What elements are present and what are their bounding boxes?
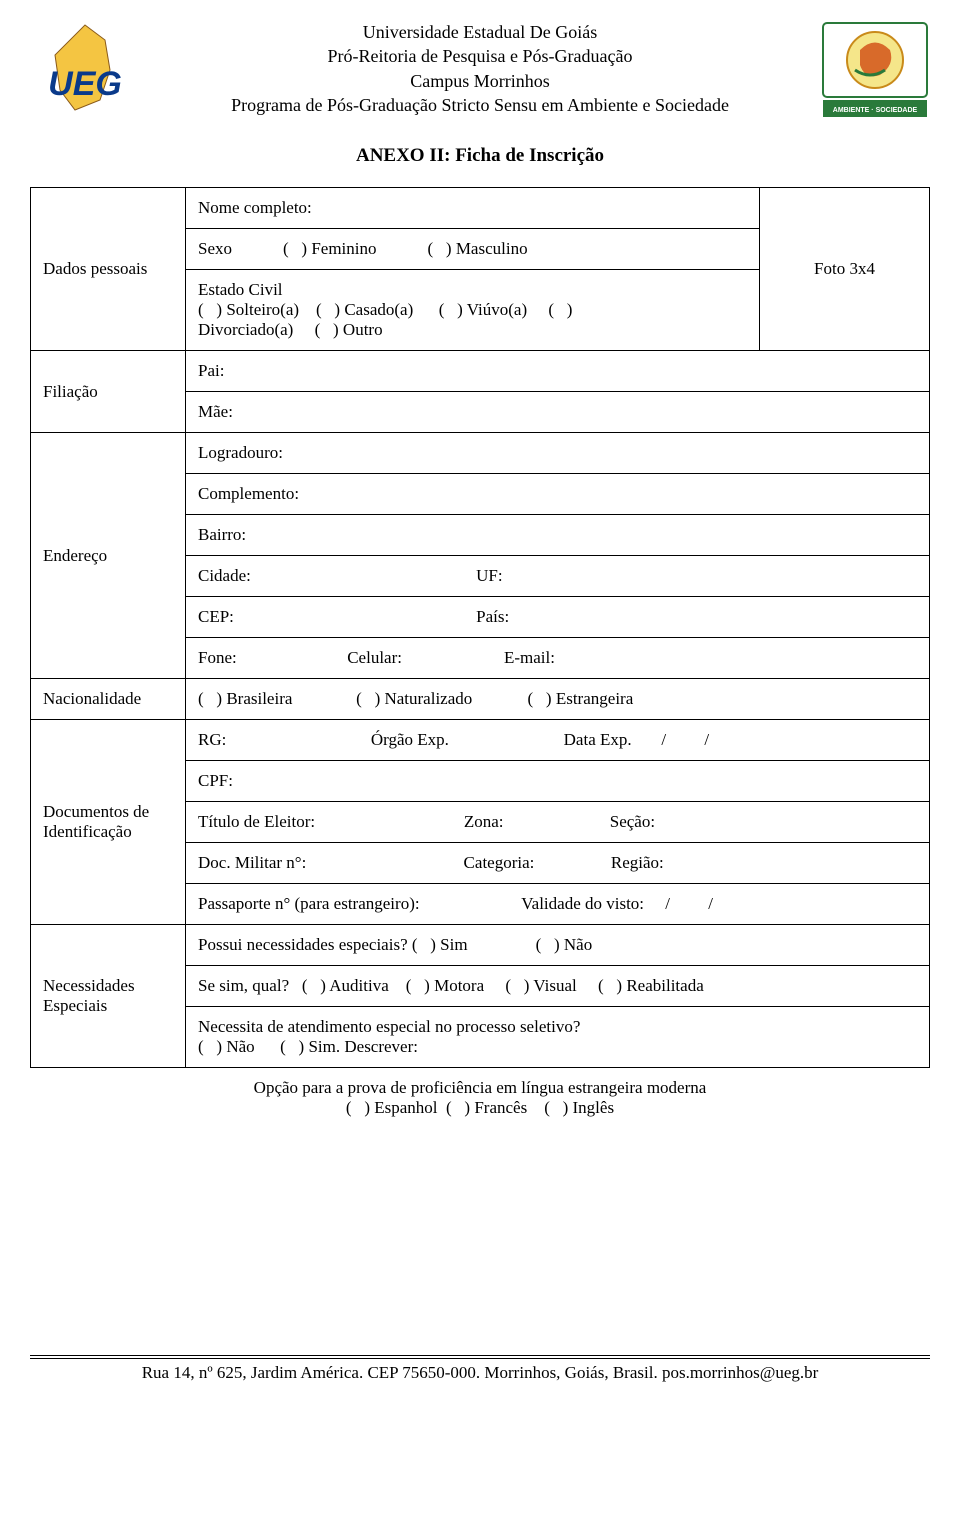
field-complemento[interactable]: Complemento:: [186, 474, 930, 515]
field-passaporte[interactable]: Passaporte n° (para estrangeiro): Valida…: [186, 884, 930, 925]
field-rg[interactable]: RG: Órgão Exp. Data Exp. / /: [186, 720, 930, 761]
field-cidade-uf[interactable]: Cidade: UF:: [186, 556, 930, 597]
field-nome-completo[interactable]: Nome completo:: [186, 188, 760, 229]
field-pai[interactable]: Pai:: [186, 351, 930, 392]
header-line4: Programa de Pós-Graduação Stricto Sensu …: [150, 93, 810, 117]
page-footer: Rua 14, nº 625, Jardim América. CEP 7565…: [30, 1358, 930, 1383]
logo-ambiente-sociedade: AMBIENTE · SOCIEDADE: [820, 20, 930, 120]
label-dados-pessoais: Dados pessoais: [31, 188, 186, 351]
field-doc-militar[interactable]: Doc. Militar n°: Categoria: Região:: [186, 843, 930, 884]
field-possui-necessidades[interactable]: Possui necessidades especiais? ( ) Sim (…: [186, 925, 930, 966]
field-bairro[interactable]: Bairro:: [186, 515, 930, 556]
label-necessidades: Necessidades Especiais: [31, 925, 186, 1068]
label-documentos: Documentos de Identificação: [31, 720, 186, 925]
field-cep-pais[interactable]: CEP: País:: [186, 597, 930, 638]
page-title: ANEXO II: Ficha de Inscrição: [30, 145, 930, 167]
form-table: Dados pessoais Nome completo: Foto 3x4 S…: [30, 187, 930, 1128]
label-filiacao: Filiação: [31, 351, 186, 433]
header-line1: Universidade Estadual De Goiás: [150, 20, 810, 44]
field-logradouro[interactable]: Logradouro:: [186, 433, 930, 474]
field-mae[interactable]: Mãe:: [186, 392, 930, 433]
label-nacionalidade: Nacionalidade: [31, 679, 186, 720]
header-line3: Campus Morrinhos: [150, 69, 810, 93]
label-endereco: Endereço: [31, 433, 186, 679]
field-necessita-atendimento[interactable]: Necessita de atendimento especial no pro…: [186, 1007, 930, 1068]
header-line2: Pró-Reitoria de Pesquisa e Pós-Graduação: [150, 44, 810, 68]
field-estado-civil[interactable]: Estado Civil ( ) Solteiro(a) ( ) Casado(…: [186, 270, 760, 351]
photo-placeholder: Foto 3x4: [760, 188, 930, 351]
field-titulo-eleitor[interactable]: Título de Eleitor: Zona: Seção:: [186, 802, 930, 843]
field-nacionalidade[interactable]: ( ) Brasileira ( ) Naturalizado ( ) Estr…: [186, 679, 930, 720]
header-text: Universidade Estadual De Goiás Pró-Reito…: [140, 20, 820, 117]
field-sexo[interactable]: Sexo ( ) Feminino ( ) Masculino: [186, 229, 760, 270]
field-lingua-estrangeira[interactable]: Opção para a prova de proficiência em lí…: [31, 1068, 930, 1129]
logo-ueg: UEG: [30, 20, 140, 120]
svg-text:UEG: UEG: [48, 65, 122, 103]
field-se-sim-qual[interactable]: Se sim, qual? ( ) Auditiva ( ) Motora ( …: [186, 966, 930, 1007]
field-fone-celular-email[interactable]: Fone: Celular: E-mail:: [186, 638, 930, 679]
svg-text:AMBIENTE · SOCIEDADE: AMBIENTE · SOCIEDADE: [833, 107, 918, 114]
field-cpf[interactable]: CPF:: [186, 761, 930, 802]
page-header: UEG Universidade Estadual De Goiás Pró-R…: [30, 20, 930, 120]
